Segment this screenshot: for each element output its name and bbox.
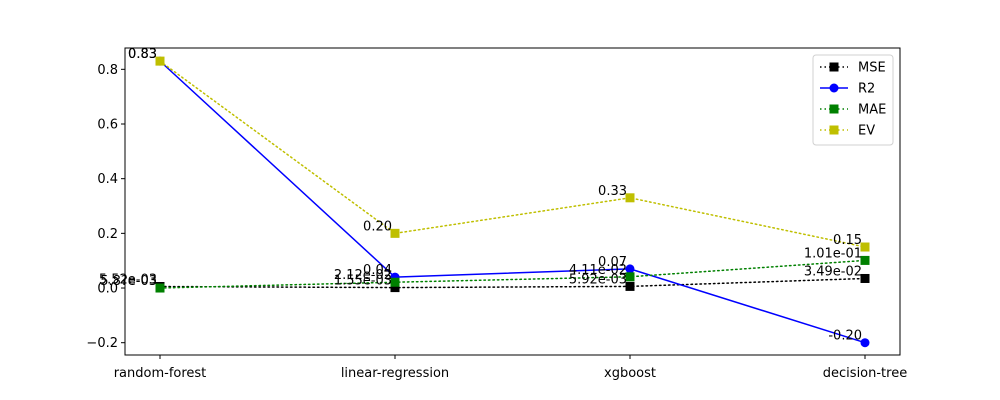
y-tick-label: 0.4 bbox=[97, 172, 118, 187]
legend-marker-ev bbox=[829, 125, 839, 135]
data-label-layer: 5.52e-03 1.55e-03 5.92e-033.49e-020.830.04… bbox=[99, 47, 862, 344]
x-tick-label: xgboost bbox=[604, 366, 656, 381]
point-ev-3 bbox=[860, 242, 870, 252]
legend-box bbox=[812, 54, 894, 146]
point-mae-1 bbox=[390, 277, 400, 287]
y-tick-label: 0.8 bbox=[97, 63, 118, 78]
data-label-mse-2: 5.92e-03 bbox=[569, 272, 627, 287]
point-mae-3 bbox=[860, 255, 870, 265]
y-tick-label: 0.6 bbox=[97, 117, 118, 132]
plot-frame bbox=[124, 47, 901, 356]
point-mse-2 bbox=[625, 281, 635, 291]
x-tick-label: random-forest bbox=[114, 366, 207, 381]
legend-marker-mse bbox=[829, 62, 839, 72]
legend-marker-mae bbox=[829, 104, 839, 114]
legend-label-r2: R2 bbox=[858, 82, 875, 97]
point-ev-2 bbox=[625, 193, 635, 203]
legend: MSE R2 MAE EV bbox=[812, 54, 894, 146]
series-layer bbox=[155, 56, 870, 348]
data-label-ev-1: 0.20 bbox=[363, 219, 392, 234]
x-tick-label: decision-tree bbox=[823, 366, 907, 381]
data-label-mae-1: 2.12e-02 bbox=[334, 268, 392, 283]
y-tick-label: −0.2 bbox=[86, 336, 118, 351]
data-label-r2-3: -0.20 bbox=[828, 329, 862, 344]
y-tick-label: 0.2 bbox=[97, 227, 118, 242]
series-line-mse bbox=[159, 277, 866, 289]
legend-label-ev: EV bbox=[858, 124, 875, 139]
data-label-mse-3: 3.49e-02 bbox=[804, 264, 862, 279]
point-r2-2 bbox=[625, 264, 635, 274]
point-r2-3 bbox=[860, 338, 870, 348]
legend-label-mse: MSE bbox=[858, 61, 886, 76]
axes: −0.2 0.0 0.2 0.4 0.6 0.8 random-forest linear-r… bbox=[86, 47, 907, 381]
point-ev-1 bbox=[390, 228, 400, 238]
data-label-mae-0: 5.8?e-03 bbox=[100, 274, 157, 289]
data-label-r2-1: 0.04 bbox=[363, 263, 392, 278]
legend-label-mae: MAE bbox=[858, 103, 886, 118]
data-label-r2-2: 0.07 bbox=[598, 255, 627, 270]
series-mae bbox=[155, 255, 870, 293]
data-label-mse-0: 5.52e-03 bbox=[99, 273, 157, 288]
data-label-mae-2: 4.11e-02 bbox=[569, 263, 627, 278]
point-mae-0 bbox=[155, 283, 165, 293]
point-ev-0 bbox=[155, 56, 165, 66]
data-label-ev-2: 0.33 bbox=[598, 184, 627, 199]
data-label-ev-3: 0.15 bbox=[833, 233, 862, 248]
data-label-ev-0: 0.83 bbox=[128, 47, 157, 62]
y-tick-label: 0.0 bbox=[97, 282, 118, 297]
legend-marker-r2 bbox=[829, 83, 839, 93]
data-label-r2-0: 0.83 bbox=[128, 47, 157, 62]
series-ev bbox=[155, 56, 870, 252]
series-line-r2 bbox=[159, 60, 866, 344]
data-label-mae-3: 1.01e-01 bbox=[804, 246, 862, 261]
series-line-ev bbox=[159, 60, 866, 248]
point-mae-2 bbox=[625, 272, 635, 282]
series-line-mae bbox=[159, 259, 866, 289]
data-label-mse-1: 1.55e-03 bbox=[334, 274, 392, 289]
point-mse-1 bbox=[390, 283, 400, 293]
x-tick-label: linear-regression bbox=[341, 366, 449, 381]
point-mse-3 bbox=[860, 273, 870, 283]
